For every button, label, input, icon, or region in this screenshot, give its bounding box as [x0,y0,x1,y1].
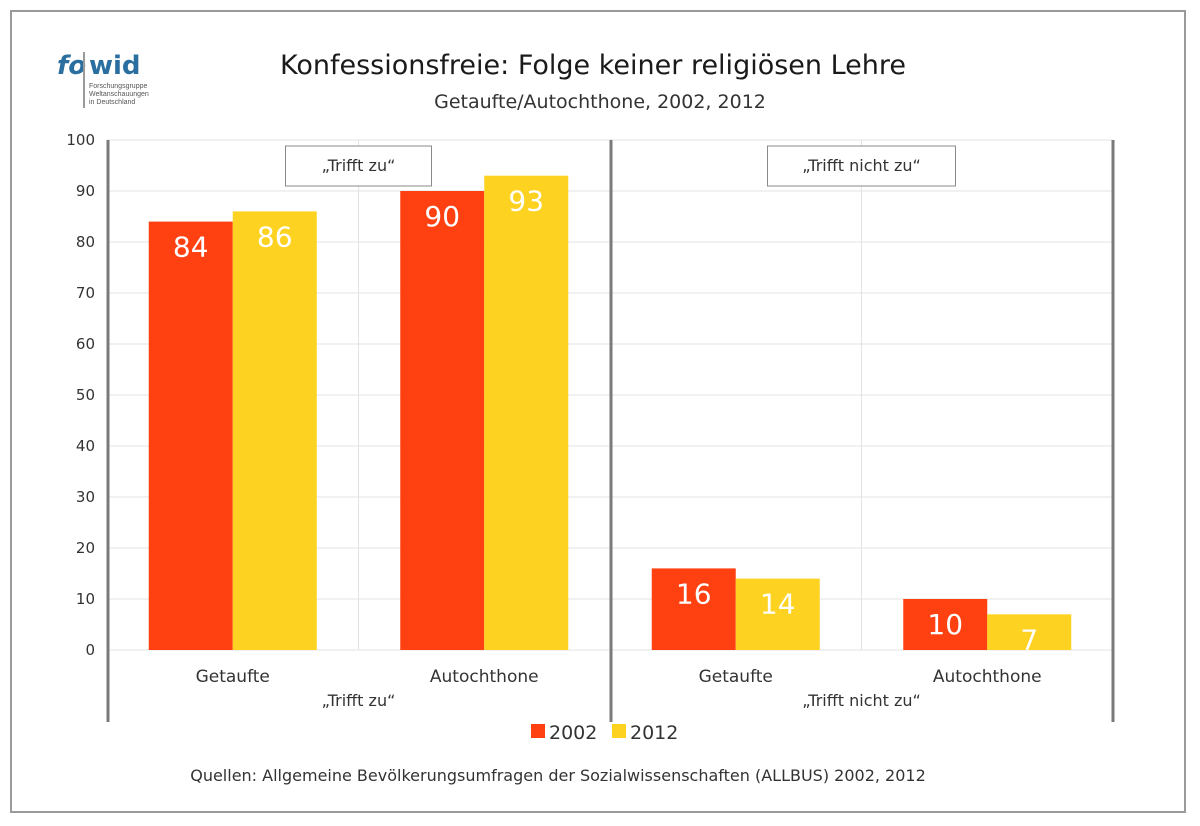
chart-title: Konfessionsfreie: Folge keiner religiöse… [280,50,906,81]
bar-value-label: 90 [424,200,460,233]
panel-header-box [767,145,956,187]
panel-group-label: „Trifft zu“ [322,691,396,710]
bar-2012-autochthone [484,175,569,650]
legend-swatch-2012 [612,724,626,738]
bar-2002-getaufte [651,568,736,650]
logo-part-fo: fo [57,51,86,81]
bar-value-label: 93 [508,185,544,218]
x-category-label: Getaufte [699,667,773,687]
bar-2002-autochthone [400,191,485,650]
legend-swatch-2002 [531,724,545,738]
label-layer: 84 86 Getaufte 90 93 Autochthone „Trifft zu“ 16… [173,185,1042,710]
bar-value-label: 10 [927,608,963,641]
panel-header-box [285,145,432,187]
logo-line-1: Forschungsgruppe [89,83,147,90]
bar-2012-getaufte [735,578,820,650]
y-tick-label: 10 [76,590,95,608]
x-category-label: Autochthone [430,667,539,687]
source-note: Quellen: Allgemeine Bevölkerungsumfragen… [190,766,926,785]
logo-line-2: Weltanschauungen [89,91,149,98]
fowid-logo: fo wid Forschungsgruppe Weltanschauungen… [57,51,149,108]
panel-layer: „Trifft zu“ „Trifft nicht zu“ [106,140,1115,722]
bar-value-label: 16 [676,577,712,610]
y-tick-label: 80 [76,233,95,251]
bar-2012-autochthone [987,614,1072,650]
y-tick-label: 70 [76,284,95,302]
y-tick-label: 90 [76,182,95,200]
logo-line-3: in Deutschland [89,99,135,106]
panel-group-label: „Trifft nicht zu“ [802,691,921,710]
bar-2002-autochthone [903,599,988,650]
logo-divider [83,52,85,108]
bar-value-label: 14 [760,588,796,621]
x-category-label: Autochthone [933,667,1042,687]
bar-layer [148,175,1072,650]
panel-header-label: „Trifft zu“ [322,156,396,175]
y-tick-label: 50 [76,386,95,404]
bar-value-label: 84 [173,231,209,264]
panel-header-label: „Trifft nicht zu“ [802,156,921,175]
legend-label-2002: 2002 [549,722,597,744]
bar-2012-getaufte [232,211,317,650]
chart-subtitle: Getaufte/Autochthone, 2002, 2012 [434,91,766,113]
y-tick-label: 30 [76,488,95,506]
bar-value-label: 86 [257,220,293,253]
y-tick-label: 0 [85,641,95,659]
bar-value-label: 7 [1020,623,1038,656]
legend-label-2012: 2012 [630,722,678,744]
y-tick-label: 100 [66,131,95,149]
bar-2002-getaufte [148,221,233,650]
logo-part-wid: wid [89,51,141,81]
y-tick-label: 60 [76,335,95,353]
x-category-label: Getaufte [196,667,270,687]
legend: 2002 2012 [531,722,678,744]
y-tick-label: 40 [76,437,95,455]
y-tick-label: 20 [76,539,95,557]
y-axis-ticks: 0 10 20 30 40 50 60 70 80 90 100 [66,131,95,659]
